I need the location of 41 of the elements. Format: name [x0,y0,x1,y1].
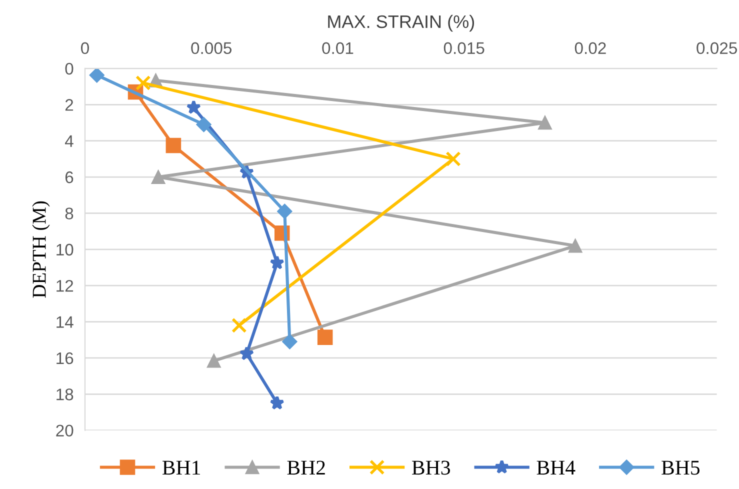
point [151,170,166,184]
x-tick-label: 0.025 [696,42,737,54]
x-tick-label: 0 [81,42,89,54]
point [166,138,182,154]
point [282,334,298,350]
y-tick-label: 10 [56,244,74,256]
legend-label: BH5 [662,460,700,475]
legend-label: BH1 [162,460,200,475]
y-tick-label: 2 [65,99,74,111]
y-tick-label: 14 [56,316,74,328]
point [270,396,284,410]
point [446,151,461,167]
point [317,330,333,345]
y-tick-label: 12 [56,280,74,292]
point [538,116,552,130]
point [232,318,247,334]
x-tick-label: 0.01 [322,42,354,54]
y-tick-label: 18 [56,388,74,400]
y-tick-label: 0 [65,62,74,75]
x-tick-label: 0.005 [191,42,232,54]
y-tick-label: 8 [65,208,74,220]
x-axis-title: MAX. STRAIN (%) [328,14,474,32]
point [186,100,201,114]
x-tick-label: 0.02 [574,42,606,54]
point [89,68,104,83]
x-tick-label: 0.015 [444,42,484,54]
point [270,255,284,270]
point [239,346,254,360]
y-tick-label: 16 [56,352,74,364]
legend-label: BH3 [412,460,450,475]
legend-label: BH2 [287,460,325,475]
point [277,204,292,219]
point [206,354,221,368]
legend-label: BH4 [536,460,576,475]
y-axis-title: DEPTH (M) [32,201,50,298]
y-tick-label: 4 [64,135,74,147]
point [135,75,151,91]
y-tick-label: 6 [65,171,74,184]
point [196,116,212,132]
point [568,238,582,253]
y-tick-label: 20 [56,424,74,437]
